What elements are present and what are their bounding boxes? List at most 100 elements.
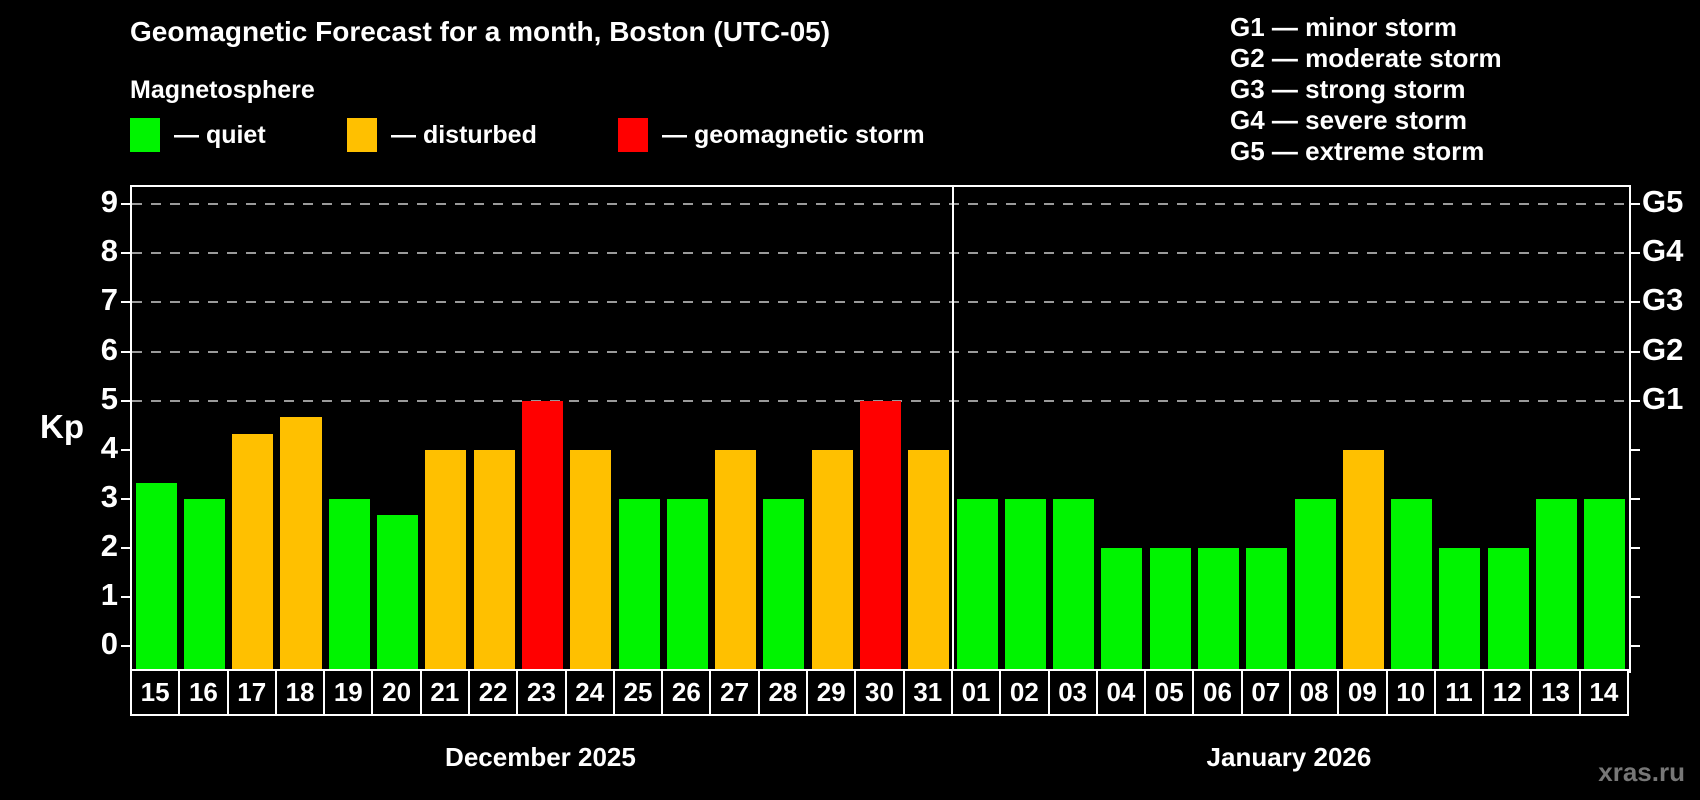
day-label: 23	[516, 669, 567, 716]
g-scale-legend-line: G3 — strong storm	[1230, 74, 1466, 104]
legend-label: — quiet	[174, 120, 266, 149]
kp-bar	[1439, 548, 1481, 671]
kp-bar	[618, 499, 660, 671]
disturbed-color-swatch	[347, 118, 377, 152]
g-level-label: G3	[1642, 282, 1684, 318]
g-level-label: G1	[1642, 380, 1684, 416]
day-label: 09	[1337, 669, 1388, 716]
left-axis-tick	[121, 350, 130, 353]
magnetosphere-label: Magnetosphere	[130, 76, 315, 104]
day-label: 29	[806, 669, 857, 716]
kp-tick-label: 1	[100, 577, 118, 613]
kp-tick-label: 3	[100, 479, 118, 515]
right-axis-tick	[1631, 448, 1640, 451]
legend-item-disturbed: — disturbed	[347, 118, 537, 152]
g-level-label: G5	[1642, 184, 1684, 220]
right-axis-tick	[1631, 203, 1640, 206]
left-axis-tick	[121, 547, 130, 550]
day-label: 26	[661, 669, 712, 716]
kp-tick-label: 5	[100, 380, 118, 416]
g-scale-legend-line: G4 — severe storm	[1230, 105, 1468, 135]
quiet-color-swatch	[130, 118, 160, 152]
kp-bar	[715, 449, 757, 671]
kp-bar	[1584, 499, 1626, 671]
kp-bar	[183, 499, 225, 671]
day-label: 20	[371, 669, 422, 716]
gridline-kp-7	[132, 301, 1629, 304]
day-label: 19	[323, 669, 374, 716]
day-label: 27	[709, 669, 760, 716]
kp-tick-label: 6	[100, 331, 118, 367]
magnetosphere-legend: — quiet — disturbed — geomagnetic storm	[130, 118, 1030, 154]
day-label: 03	[1047, 669, 1098, 716]
day-label: 28	[757, 669, 809, 716]
kp-bar	[1294, 499, 1336, 671]
left-axis-tick	[121, 399, 130, 402]
g-scale-legend: G1 — minor storm G2 — moderate storm G3 — …	[1230, 12, 1502, 167]
storm-color-swatch	[618, 118, 648, 152]
day-label: 13	[1530, 669, 1581, 716]
day-label: 01	[950, 669, 1002, 716]
right-axis-tick	[1631, 252, 1640, 255]
day-label: 18	[274, 669, 326, 716]
kp-bar	[570, 449, 612, 671]
kp-bar	[1391, 499, 1433, 671]
kp-tick-label: 9	[100, 184, 118, 220]
kp-bar	[377, 515, 419, 671]
right-axis-tick	[1631, 498, 1640, 501]
left-axis-tick	[121, 252, 130, 255]
day-label: 06	[1192, 669, 1243, 716]
g-scale-legend-line: G1 — minor storm	[1230, 12, 1457, 42]
kp-tick-label: 7	[100, 282, 118, 318]
day-label: 30	[854, 669, 905, 716]
left-axis-tick	[121, 645, 130, 648]
legend-label: — disturbed	[391, 120, 537, 149]
gridline-kp-5	[132, 399, 1629, 402]
left-axis-tick	[121, 203, 130, 206]
kp-bar	[328, 499, 370, 671]
month-label: January 2026	[1206, 742, 1372, 772]
kp-tick-label: 0	[100, 626, 118, 662]
day-label: 08	[1288, 669, 1340, 716]
day-label: 25	[612, 669, 664, 716]
watermark: xras.ru	[1598, 757, 1685, 787]
kp-bar	[908, 449, 950, 671]
kp-bar	[1536, 499, 1578, 671]
month-divider	[951, 187, 954, 671]
kp-bar	[1342, 449, 1384, 671]
kp-bar	[1053, 499, 1095, 671]
kp-bar	[425, 449, 467, 671]
day-label: 17	[226, 669, 277, 716]
g-level-label: G2	[1642, 331, 1684, 367]
gridline-kp-8	[132, 252, 1629, 255]
left-axis-tick	[121, 301, 130, 304]
day-label: 15	[130, 669, 181, 716]
right-axis-tick	[1631, 350, 1640, 353]
kp-tick-label: 8	[100, 233, 118, 269]
right-axis-tick	[1631, 301, 1640, 304]
day-label: 22	[468, 669, 519, 716]
day-label: 10	[1385, 669, 1436, 716]
page-title: Geomagnetic Forecast for a month, Boston…	[130, 16, 831, 47]
left-axis-tick	[121, 448, 130, 451]
legend-item-storm: — geomagnetic storm	[618, 118, 925, 152]
day-label: 11	[1433, 669, 1485, 716]
day-label: 24	[564, 669, 615, 716]
gridline-kp-6	[132, 350, 1629, 353]
kp-bar	[859, 400, 901, 671]
kp-bar	[1246, 548, 1288, 671]
day-label: 31	[902, 669, 953, 716]
kp-tick-label: 4	[100, 429, 118, 465]
kp-tick-label: 2	[100, 528, 118, 564]
legend-item-quiet: — quiet	[130, 118, 266, 152]
right-axis-tick	[1631, 596, 1640, 599]
right-axis-tick	[1631, 547, 1640, 550]
g-level-label: G4	[1642, 233, 1684, 269]
right-axis-tick	[1631, 645, 1640, 648]
day-label: 12	[1482, 669, 1533, 716]
kp-bar	[280, 416, 322, 671]
day-label: 21	[419, 669, 471, 716]
kp-bar	[811, 449, 853, 671]
kp-bar	[956, 499, 998, 671]
